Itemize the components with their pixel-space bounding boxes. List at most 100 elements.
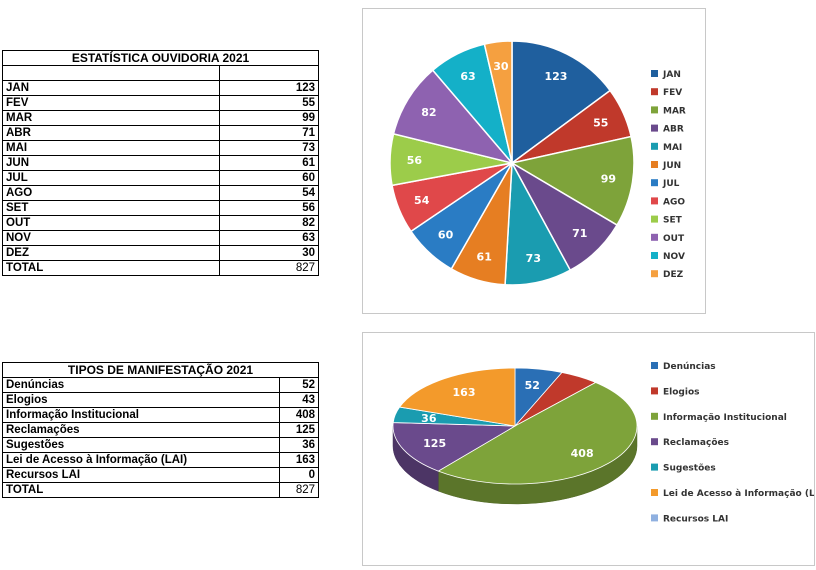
row-value: 52	[279, 377, 319, 393]
legend-label: JUL	[662, 179, 680, 189]
row-value: 63	[219, 230, 319, 246]
legend-label: Lei de Acesso à Informação (LAI)	[663, 489, 814, 499]
legend-label: Denúncias	[663, 362, 716, 372]
legend-label: OUT	[663, 234, 685, 244]
legend-swatch	[651, 70, 658, 77]
legend-label: MAI	[663, 143, 682, 153]
monthly-chart-panel: 123 55 99 71 73 61 60 54 56 82 63 30 JAN FEV MAR ABR MAI…	[362, 8, 706, 314]
legend-swatch	[651, 362, 658, 369]
table-row: DEZ 30	[2, 245, 319, 261]
row-value: 36	[279, 437, 319, 453]
legend-label: SET	[663, 216, 683, 226]
legend-label: DEZ	[663, 270, 684, 280]
total-value: 827	[219, 260, 319, 276]
row-label: Recursos LAI	[1, 467, 281, 483]
pie-slice-out	[392, 69, 515, 165]
legend-swatch	[651, 179, 658, 187]
legend-swatch	[651, 106, 658, 114]
legend-swatch	[651, 270, 658, 278]
row-label: SET	[2, 200, 220, 216]
row-label: OUT	[2, 215, 220, 231]
row-value: 60	[219, 170, 319, 186]
row-label: JAN	[2, 80, 220, 96]
row-label: ABR	[2, 125, 220, 141]
legend-swatch	[651, 88, 658, 96]
pie-data-label: 99	[601, 172, 616, 185]
row-value: 55	[219, 95, 319, 111]
legend-label: Informação Institucional	[663, 413, 787, 423]
row-label: Informação Institucional	[1, 407, 281, 423]
row-label: MAI	[2, 140, 220, 156]
row-value: 30	[219, 245, 319, 261]
row-value: 99	[219, 110, 319, 126]
legend-label: AGO	[663, 197, 685, 207]
legend-swatch	[651, 197, 658, 205]
table-row: ABR 71	[2, 125, 319, 141]
legend-swatch	[651, 252, 658, 259]
table-row: JUL 60	[2, 170, 319, 186]
pie-data-label: 36	[421, 412, 437, 425]
pie-data-label: 52	[525, 379, 540, 392]
pie-slice-2	[437, 382, 638, 485]
pie-slice-dez	[483, 40, 513, 164]
legend-swatch	[651, 387, 658, 395]
pie-slice-3	[392, 422, 517, 472]
legend-label: MAR	[663, 106, 686, 116]
types-table-title: TIPOS DE MANIFESTAÇÃO 2021	[2, 362, 319, 378]
blank-row	[2, 65, 319, 81]
legend-label: ABR	[663, 125, 684, 135]
legend-swatch	[651, 438, 658, 446]
row-value: 0	[279, 467, 319, 483]
legend-label: JAN	[662, 70, 681, 80]
pie-data-label: 61	[477, 251, 492, 264]
row-value: 73	[219, 140, 319, 156]
pie-data-label: 30	[493, 60, 509, 73]
monthly-table-title: ESTATÍSTICA OUVIDORIA 2021	[2, 50, 319, 66]
pie-data-label: 54	[414, 194, 430, 207]
row-value: 82	[219, 215, 319, 231]
table-row: JUN 61	[2, 155, 319, 171]
total-row: TOTAL 827	[1, 482, 319, 498]
table-row: MAI 73	[2, 140, 319, 156]
row-label: Lei de Acesso à Informação (LAI)	[1, 452, 281, 468]
legend-swatch	[651, 215, 658, 223]
table-row: Recursos LAI 0	[1, 467, 319, 483]
table-row: JAN 123	[2, 80, 319, 96]
row-value: 71	[219, 125, 319, 141]
types-pie-chart: 52 408 125 36 163 Denúncias Elogios Informação …	[392, 362, 816, 524]
table-row: Informação Institucional 408	[1, 407, 319, 423]
total-label: TOTAL	[1, 482, 281, 498]
row-value: 54	[219, 185, 319, 201]
table-row: Lei de Acesso à Informação (LAI) 163	[1, 452, 319, 468]
row-label: Reclamações	[1, 422, 281, 438]
pie-slice-5	[398, 367, 516, 427]
row-label: Sugestões	[1, 437, 281, 453]
pie-slice-jan	[511, 40, 612, 165]
row-value: 43	[279, 392, 319, 408]
pie-data-label: 71	[572, 227, 587, 240]
row-label: MAR	[2, 110, 220, 126]
types-table: TIPOS DE MANIFESTAÇÃO 2021 Denúncias 52 Elo…	[1, 362, 319, 498]
legend-swatch	[651, 463, 658, 471]
legend-label: Sugestões	[663, 464, 716, 474]
legend-swatch	[651, 233, 658, 241]
table-row: AGO 54	[2, 185, 319, 201]
pie-data-label: 123	[544, 70, 567, 83]
legend-swatch	[651, 161, 658, 168]
row-label: DEZ	[2, 245, 220, 261]
legend-swatch	[651, 124, 658, 132]
row-label: NOV	[2, 230, 220, 246]
total-row: TOTAL 827	[2, 260, 319, 276]
monthly-table: ESTATÍSTICA OUVIDORIA 2021 JAN 123 FEV 55 MA…	[2, 50, 319, 276]
legend-swatch	[651, 489, 658, 496]
pie-data-label: 63	[460, 70, 475, 83]
row-value: 61	[219, 155, 319, 171]
monthly-pie-chart: 123 55 99 71 73 61 60 54 56 82 63 30 JAN FEV MAR ABR MAI…	[389, 40, 686, 286]
types-chart-panel: 52 408 125 36 163 Denúncias Elogios Informação …	[362, 332, 816, 566]
row-label: JUL	[2, 170, 220, 186]
table-row: Elogios 43	[1, 392, 319, 408]
row-value: 163	[279, 452, 319, 468]
legend-label: Recursos LAI	[663, 514, 728, 524]
row-value: 125	[279, 422, 319, 438]
row-value: 408	[279, 407, 319, 423]
